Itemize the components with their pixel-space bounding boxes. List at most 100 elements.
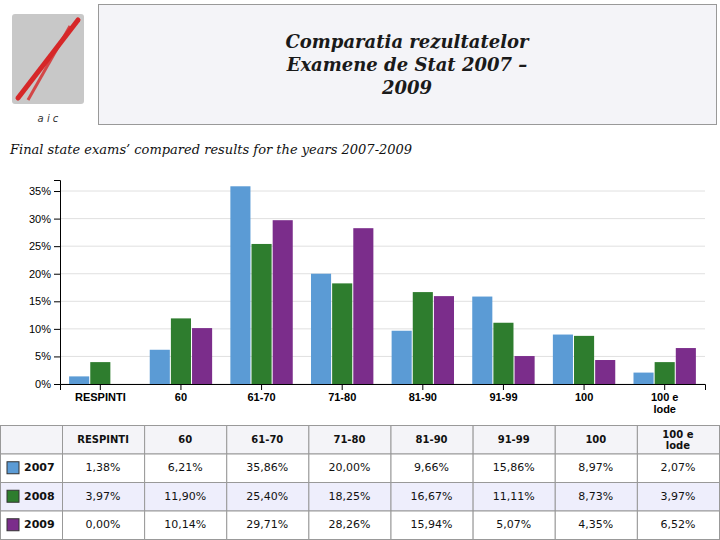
tick-mark: [54, 384, 60, 385]
table-cell: [473, 511, 555, 540]
table-value: 9,66%: [414, 461, 449, 474]
tick: 100: [575, 384, 593, 403]
tick-label: 15%: [29, 295, 51, 307]
table-value: 35,86%: [246, 461, 288, 474]
table-value: 15,86%: [493, 461, 535, 474]
tick-label: 100 elode: [651, 391, 679, 415]
table-cell: [227, 511, 309, 540]
bar: [434, 296, 454, 384]
table-cell: [555, 454, 637, 483]
table-cell: [227, 454, 309, 483]
table-value: 28,26%: [328, 518, 370, 531]
tick: 71-80: [328, 384, 356, 403]
chart-svg: a i c Comparatia rezultatelorExamene de S…: [0, 0, 720, 540]
table-cell: [309, 454, 391, 483]
tick-label: 60: [175, 391, 187, 403]
tick-label: 10%: [29, 323, 51, 335]
tick: 60: [175, 384, 187, 403]
bar: [273, 220, 293, 384]
tick-mark: [54, 301, 60, 302]
table-value: 8,97%: [578, 461, 613, 474]
tick: 25%: [29, 240, 60, 252]
tick-mark: [422, 384, 423, 390]
bar: [111, 384, 131, 385]
legend-label: 2009: [24, 518, 55, 531]
tick: 100 elode: [651, 384, 679, 415]
tick-label: 35%: [29, 185, 51, 197]
table-cell: [309, 511, 391, 540]
table-header: 61-70: [251, 434, 283, 445]
table-value: 6,52%: [660, 518, 695, 531]
tick-label: 100: [575, 391, 593, 403]
bar: [676, 348, 696, 384]
table-value: 2,07%: [660, 461, 695, 474]
table-value: 10,14%: [164, 518, 206, 531]
table-cell: [63, 426, 145, 455]
table-value: 15,94%: [411, 518, 453, 531]
tick: 0%: [35, 378, 60, 390]
legend-swatch: [7, 462, 19, 474]
table-cell: [309, 426, 391, 455]
bar: [413, 292, 433, 384]
tick-mark: [261, 384, 262, 390]
title: Comparatia rezultatelorExamene de Stat 2…: [285, 31, 530, 98]
tick-mark: [664, 384, 665, 390]
legend-label: 2007: [24, 461, 55, 474]
tick-mark: [54, 356, 60, 357]
annotation: a i c: [38, 113, 59, 124]
table-value: 0,00%: [86, 518, 121, 531]
table-cell: [555, 426, 637, 455]
grid-line: [60, 328, 705, 329]
tick: 35%: [29, 185, 60, 197]
grid-line: [60, 301, 705, 302]
table-value: 5,07%: [496, 518, 531, 531]
bar: [252, 244, 272, 384]
table-value: 3,97%: [86, 490, 121, 503]
table-value: 1,38%: [86, 461, 121, 474]
table-cell: [1, 511, 63, 540]
table-cell: [1, 426, 63, 455]
bar: [633, 373, 653, 384]
tick-mark: [54, 329, 60, 330]
bar-series: [192, 220, 696, 384]
table-header: 81-90: [416, 434, 448, 445]
logo: a i c: [12, 14, 84, 124]
tick: 20%: [29, 268, 60, 280]
table-cell: [391, 454, 473, 483]
tick: 81-90: [409, 384, 437, 403]
table-header: 60: [178, 434, 192, 445]
tick-label: 71-80: [328, 391, 356, 403]
table-value: 11,11%: [493, 490, 535, 503]
bar: [332, 283, 352, 384]
tick-label: 25%: [29, 240, 51, 252]
table-header: 100: [585, 434, 606, 445]
tick-label: 81-90: [409, 391, 437, 403]
bar-series: [90, 244, 674, 384]
logo-block: [12, 14, 84, 104]
tick: 91-99: [489, 384, 517, 403]
table-value: 20,00%: [328, 461, 370, 474]
table-cell: [391, 483, 473, 512]
axis-line: [61, 385, 706, 391]
tick-label: 20%: [29, 268, 51, 280]
bar: [69, 376, 89, 384]
bar: [493, 323, 513, 384]
table-cell: [637, 483, 719, 512]
grid-line: [60, 218, 705, 219]
tick-mark: [54, 191, 60, 192]
table-cell: [63, 454, 145, 483]
table-value: 25,40%: [246, 490, 288, 503]
table-cell: [63, 483, 145, 512]
logo-slash: [18, 20, 78, 98]
table-value: 11,90%: [164, 490, 206, 503]
grid-line: [60, 273, 705, 274]
legend-swatch: [7, 490, 19, 502]
tick: 15%: [29, 295, 60, 307]
tick-label: 61-70: [247, 391, 275, 403]
legend-label: 2008: [24, 490, 55, 503]
table-value: 8,73%: [578, 490, 613, 503]
bar-series: [69, 186, 653, 384]
chart-container: a i c Comparatia rezultatelorExamene de S…: [0, 0, 720, 540]
x-axis: RESPINTI6061-7071-8081-9091-99100100 elo…: [61, 384, 706, 415]
table-cell: [227, 483, 309, 512]
